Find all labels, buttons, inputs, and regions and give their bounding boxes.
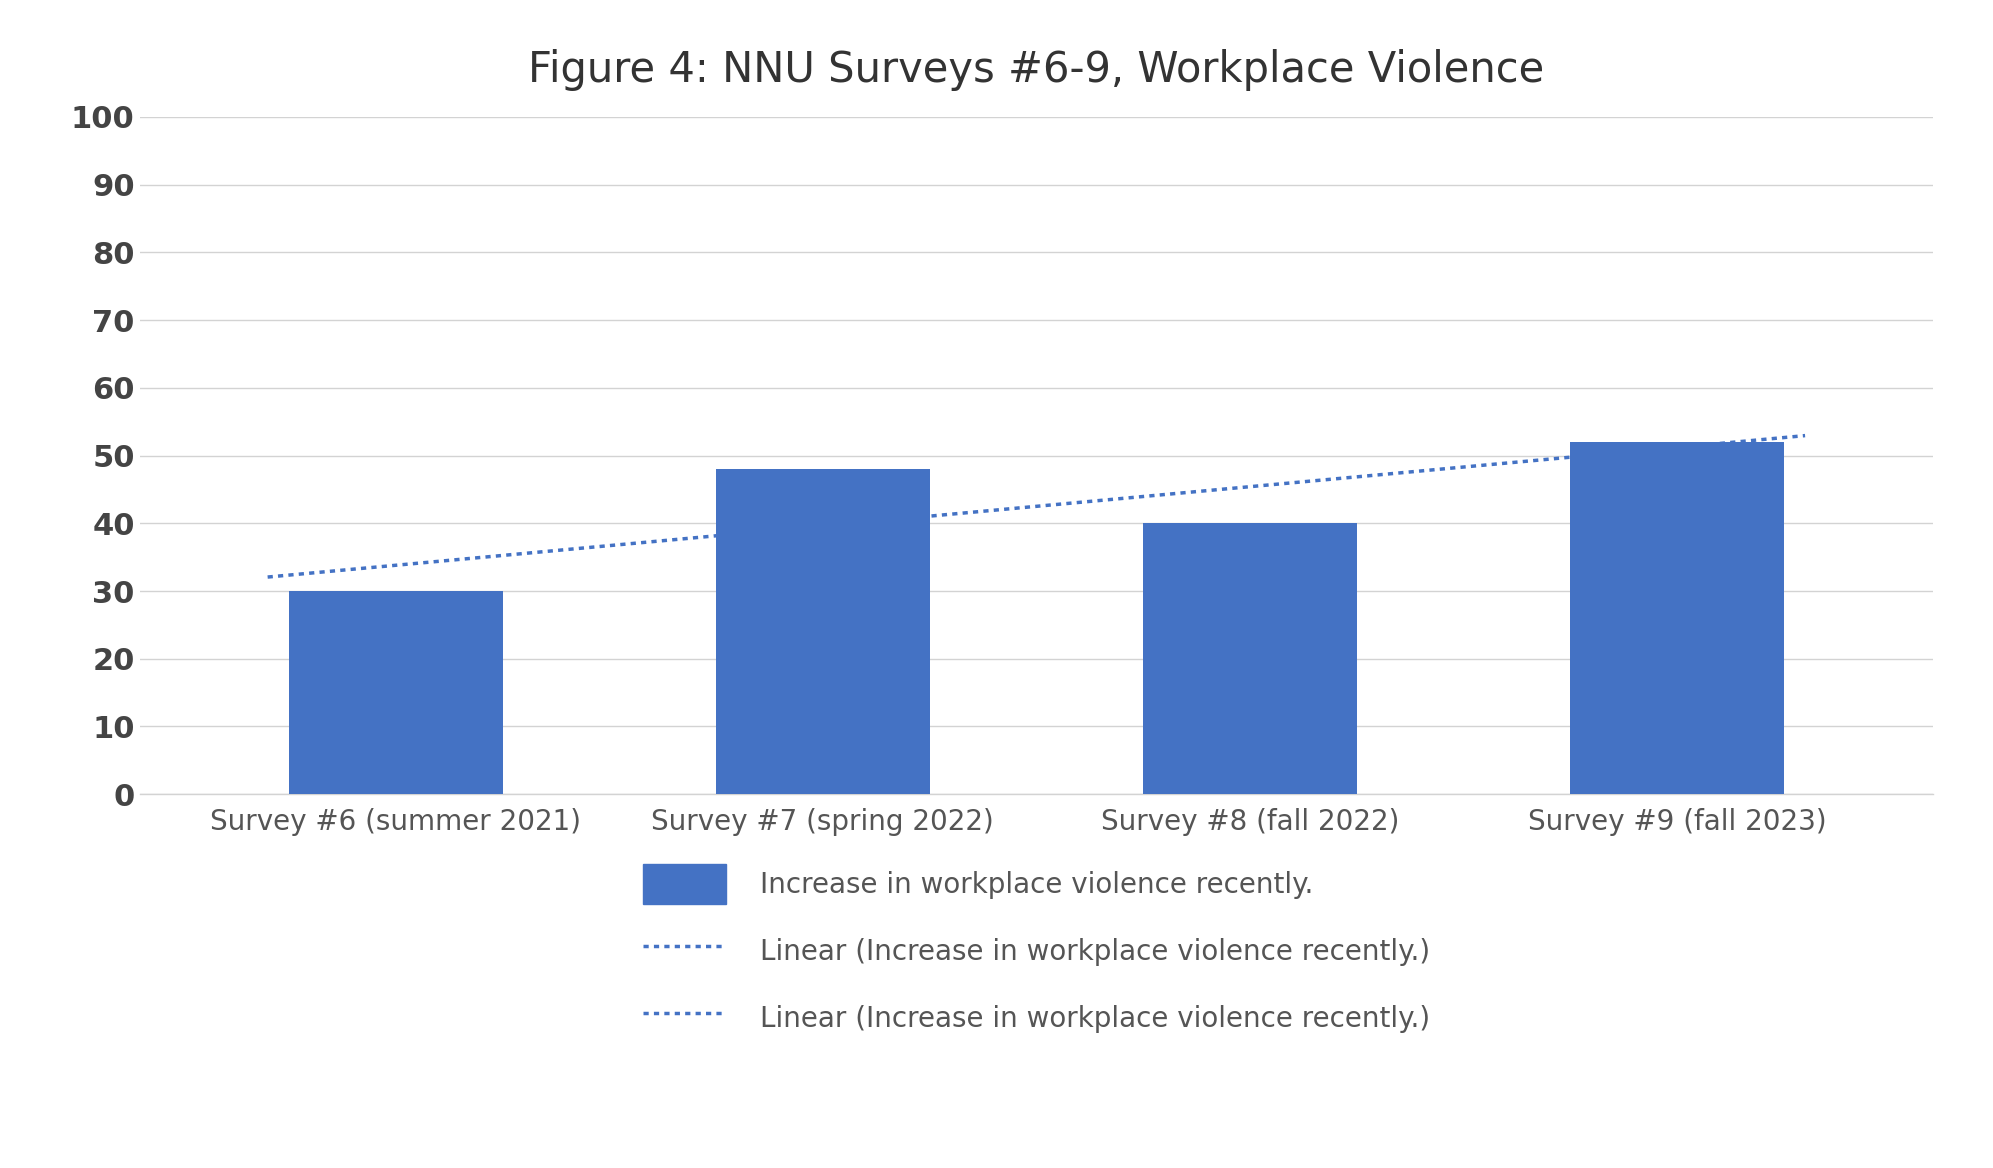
Bar [1144,523,1357,794]
Title: Figure 4: NNU Surveys #6-9, Workplace Violence: Figure 4: NNU Surveys #6-9, Workplace Vi… [528,49,1545,91]
Bar [1570,442,1784,794]
Bar [289,591,502,794]
Legend: Increase in workplace violence recently., Linear (Increase in workplace violence: Increase in workplace violence recently.… [644,864,1429,1038]
Bar [715,470,929,794]
